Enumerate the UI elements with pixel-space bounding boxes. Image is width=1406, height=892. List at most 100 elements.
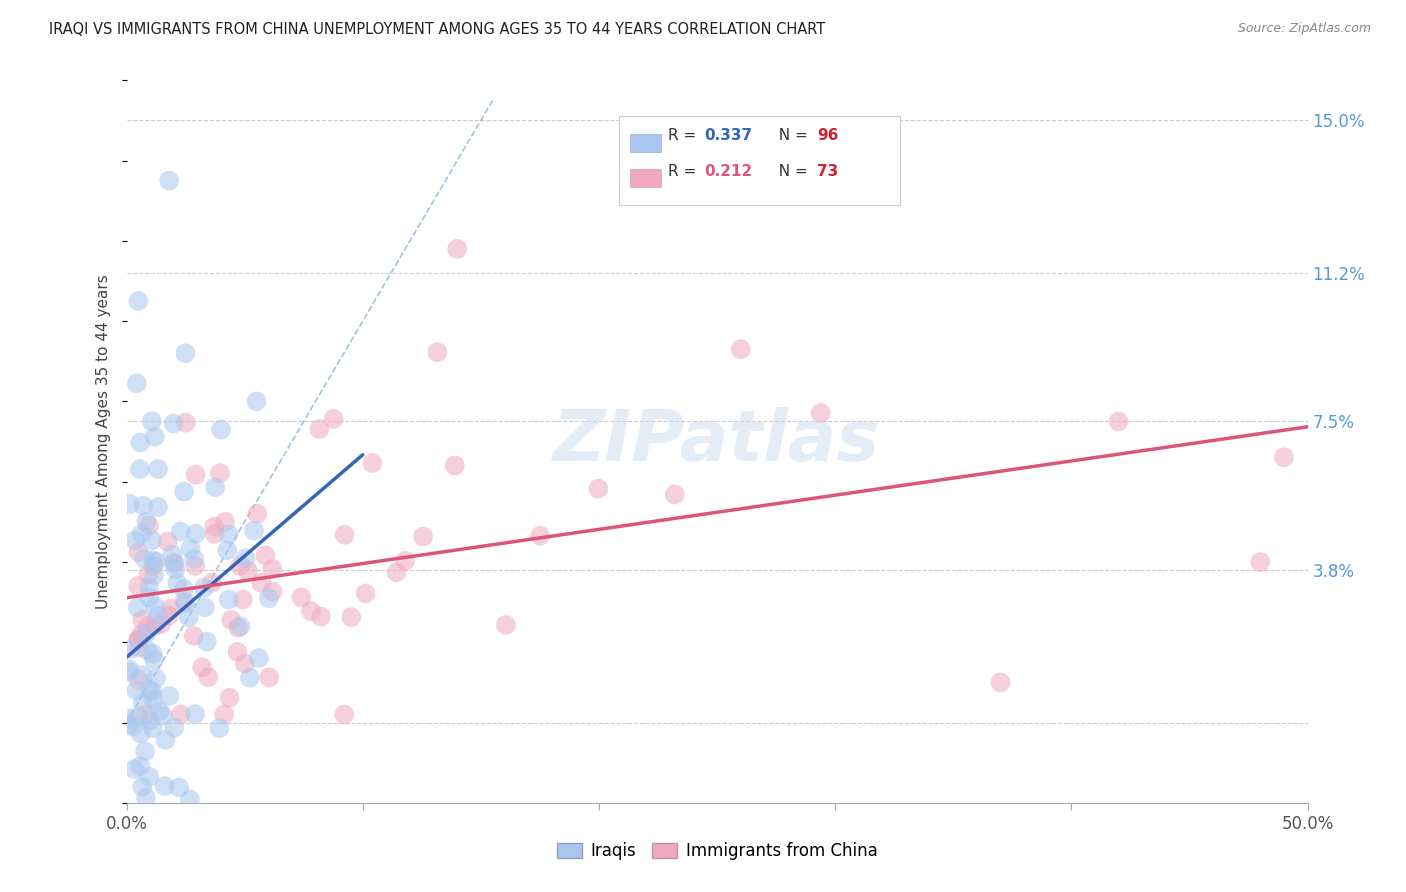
- Point: [322, 412, 344, 426]
- Point: [145, 618, 167, 632]
- Point: [131, 696, 153, 710]
- Text: 73: 73: [817, 164, 838, 178]
- Point: [204, 526, 226, 541]
- Point: [118, 717, 141, 731]
- Text: Source: ZipAtlas.com: Source: ZipAtlas.com: [1237, 22, 1371, 36]
- Point: [226, 621, 249, 635]
- Point: [135, 626, 157, 640]
- Point: [169, 524, 191, 539]
- Point: [333, 707, 356, 722]
- Point: [136, 619, 159, 633]
- Point: [146, 608, 169, 623]
- Point: [125, 683, 148, 698]
- Point: [117, 665, 139, 679]
- Point: [299, 604, 322, 618]
- Point: [204, 480, 226, 494]
- Point: [143, 599, 166, 614]
- Point: [174, 346, 197, 360]
- Point: [120, 641, 142, 656]
- Point: [394, 554, 416, 568]
- Point: [173, 484, 195, 499]
- Point: [142, 692, 165, 706]
- Point: [226, 645, 249, 659]
- Point: [138, 567, 160, 582]
- Point: [247, 651, 270, 665]
- Point: [167, 780, 190, 795]
- Point: [184, 526, 207, 541]
- Point: [157, 689, 180, 703]
- Point: [135, 515, 157, 529]
- Point: [191, 660, 214, 674]
- Text: N =: N =: [769, 164, 813, 178]
- Point: [218, 690, 240, 705]
- Point: [1272, 450, 1295, 465]
- Point: [217, 543, 239, 558]
- Point: [125, 376, 148, 391]
- Point: [197, 670, 219, 684]
- Point: [232, 592, 254, 607]
- Point: [165, 562, 187, 576]
- Point: [129, 726, 152, 740]
- Point: [127, 640, 149, 654]
- Point: [157, 173, 180, 187]
- Point: [142, 822, 165, 836]
- Point: [446, 242, 468, 256]
- Point: [142, 647, 165, 661]
- Point: [138, 518, 160, 533]
- Point: [184, 559, 207, 574]
- Point: [495, 618, 517, 632]
- Y-axis label: Unemployment Among Ages 35 to 44 years: Unemployment Among Ages 35 to 44 years: [96, 274, 111, 609]
- Point: [127, 673, 149, 687]
- Text: IRAQI VS IMMIGRANTS FROM CHINA UNEMPLOYMENT AMONG AGES 35 TO 44 YEARS CORRELATIO: IRAQI VS IMMIGRANTS FROM CHINA UNEMPLOYM…: [49, 22, 825, 37]
- Point: [212, 707, 235, 722]
- Point: [145, 555, 167, 569]
- Point: [142, 722, 165, 736]
- Point: [193, 581, 215, 595]
- Point: [121, 720, 143, 734]
- Point: [163, 557, 186, 571]
- Point: [229, 558, 252, 573]
- Point: [262, 562, 284, 576]
- Point: [194, 600, 217, 615]
- Point: [118, 663, 141, 677]
- Point: [180, 541, 202, 556]
- Point: [138, 770, 160, 784]
- Point: [122, 762, 145, 776]
- Point: [166, 576, 188, 591]
- Point: [170, 707, 193, 722]
- Point: [152, 708, 174, 723]
- Point: [162, 556, 184, 570]
- Point: [257, 670, 280, 684]
- Point: [174, 416, 197, 430]
- Point: [157, 608, 180, 623]
- Point: [990, 675, 1012, 690]
- Point: [145, 671, 167, 685]
- Point: [149, 806, 172, 821]
- Point: [443, 458, 465, 473]
- Point: [588, 482, 610, 496]
- Point: [155, 732, 177, 747]
- Point: [127, 632, 149, 647]
- Point: [127, 709, 149, 723]
- Point: [173, 594, 195, 608]
- Point: [201, 575, 224, 590]
- Point: [1249, 555, 1271, 569]
- Point: [183, 552, 205, 566]
- Point: [143, 430, 166, 444]
- Point: [219, 613, 242, 627]
- Point: [131, 613, 153, 627]
- Point: [128, 462, 150, 476]
- Point: [257, 591, 280, 606]
- Point: [138, 581, 160, 595]
- Point: [184, 467, 207, 482]
- Point: [127, 632, 149, 646]
- Point: [246, 507, 269, 521]
- Point: [183, 629, 205, 643]
- Text: R =: R =: [668, 128, 702, 143]
- Point: [236, 563, 259, 577]
- Text: ZIPatlas: ZIPatlas: [554, 407, 880, 476]
- Point: [156, 534, 179, 549]
- Point: [124, 533, 146, 548]
- Point: [141, 533, 163, 548]
- Point: [136, 643, 159, 657]
